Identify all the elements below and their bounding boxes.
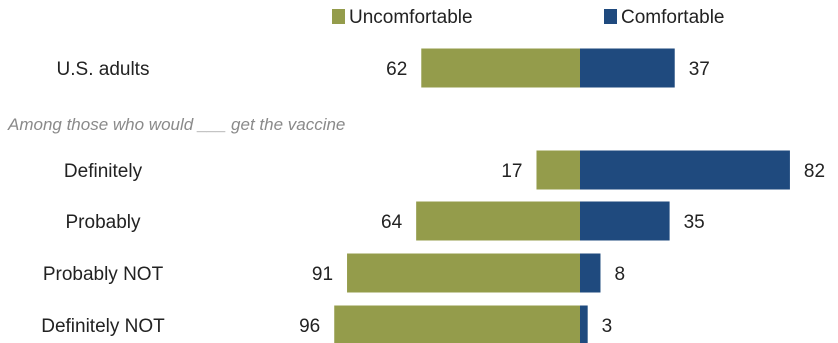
bar-uncomfortable-probably [416,201,580,241]
chart-subtitle: Among those who would ___ get the vaccin… [7,115,345,134]
bar-comfortable-definitely [580,150,790,190]
value-label-uncomfortable-definitely-not: 96 [299,316,320,337]
value-label-comfortable-definitely-not: 3 [602,316,613,337]
category-label-definitely: Definitely [64,161,143,182]
bar-row-probably-not: Probably NOT 91 8 [43,253,625,293]
bar-uncomfortable-definitely-not [334,305,580,343]
bar-row-probably: Probably 64 35 [66,201,705,241]
legend: Uncomfortable Comfortable [332,7,725,28]
value-label-uncomfortable-probably-not: 91 [312,264,333,285]
bar-comfortable-definitely-not [580,305,588,343]
value-label-uncomfortable-probably: 64 [381,212,403,233]
legend-label-uncomfortable: Uncomfortable [349,7,473,28]
value-label-comfortable-u-s-adults: 37 [689,59,710,80]
bar-uncomfortable-probably-not [347,253,580,293]
category-label-u-s-adults: U.S. adults [57,59,150,80]
bar-uncomfortable-u-s-adults [421,48,580,88]
legend-swatch-comfortable [604,9,617,24]
legend-swatch-uncomfortable [332,9,345,24]
bar-row-u-s-adults: U.S. adults 62 37 [57,48,710,88]
bar-uncomfortable-definitely [536,150,580,190]
category-label-definitely-not: Definitely NOT [41,316,165,337]
legend-label-comfortable: Comfortable [621,7,725,28]
bar-comfortable-probably-not [580,253,601,293]
value-label-comfortable-probably: 35 [684,212,705,233]
bar-rows: U.S. adults 62 37 Definitely 17 82 Probably 64 3… [41,48,825,343]
category-label-probably: Probably [66,212,141,233]
category-label-probably-not: Probably NOT [43,264,164,285]
value-label-uncomfortable-definitely: 17 [501,161,522,182]
value-label-comfortable-definitely: 82 [804,161,825,182]
value-label-comfortable-probably-not: 8 [614,264,625,285]
bar-comfortable-probably [580,201,670,241]
bar-row-definitely-not: Definitely NOT 96 3 [41,305,613,343]
bar-comfortable-u-s-adults [580,48,675,88]
bar-row-definitely: Definitely 17 82 [64,150,825,190]
value-label-uncomfortable-u-s-adults: 62 [386,59,407,80]
